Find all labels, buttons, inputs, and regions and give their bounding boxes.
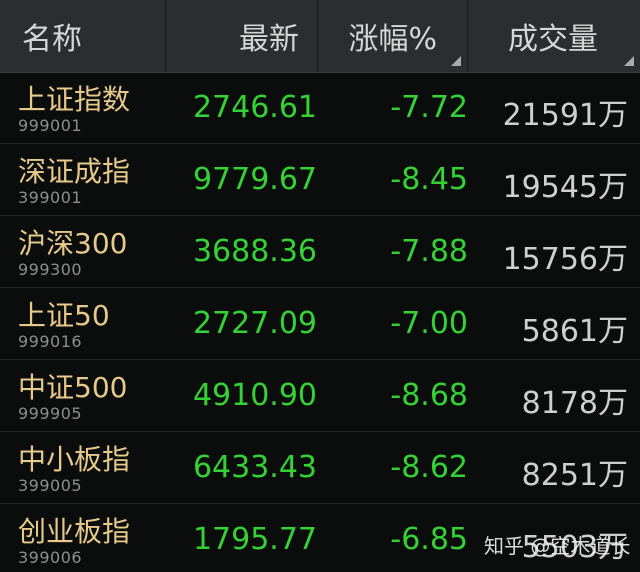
table-header: 名称 最新 涨幅% 成交量 [0, 0, 640, 73]
table-row[interactable]: 创业板指 399006 1795.77 -6.85 5503万 [0, 504, 640, 572]
latest-price: 1795.77 [192, 522, 317, 557]
latest-price: 9779.67 [192, 162, 317, 197]
index-code: 399006 [18, 548, 83, 567]
column-header-volume[interactable]: 成交量 [468, 0, 640, 72]
change-percent: -8.68 [390, 378, 468, 413]
index-code: 999300 [18, 260, 83, 279]
sort-indicator-icon [624, 56, 634, 66]
column-header-name[interactable]: 名称 [0, 0, 166, 72]
index-code: 999016 [18, 332, 83, 351]
column-header-latest-label: 最新 [239, 22, 299, 57]
table-row[interactable]: 深证成指 399001 9779.67 -8.45 19545万 [0, 144, 640, 216]
sort-indicator-icon [451, 56, 461, 66]
watermark: 知乎 @空木道长 [484, 534, 631, 558]
column-header-latest[interactable]: 最新 [166, 0, 318, 72]
index-name: 创业板指 [18, 515, 131, 548]
trade-volume: 5861万 [521, 314, 628, 349]
index-name: 上证指数 [18, 83, 131, 116]
index-code: 399001 [18, 188, 83, 207]
index-code: 999905 [18, 404, 83, 423]
index-code: 999001 [18, 116, 83, 135]
column-header-volume-label: 成交量 [508, 22, 598, 57]
index-name: 中小板指 [18, 443, 131, 476]
table-row[interactable]: 中证500 999905 4910.90 -8.68 8178万 [0, 360, 640, 432]
latest-price: 3688.36 [192, 234, 317, 269]
table-row[interactable]: 中小板指 399005 6433.43 -8.62 8251万 [0, 432, 640, 504]
table-row[interactable]: 沪深300 999300 3688.36 -7.88 15756万 [0, 216, 640, 288]
change-percent: -6.85 [390, 522, 468, 557]
table-row[interactable]: 上证50 999016 2727.09 -7.00 5861万 [0, 288, 640, 360]
index-name: 中证500 [18, 371, 128, 404]
column-header-change-label: 涨幅% [348, 22, 437, 57]
trade-volume: 19545万 [502, 170, 628, 205]
index-code: 399005 [18, 476, 83, 495]
column-header-name-label: 名称 [22, 22, 82, 57]
trade-volume: 8178万 [521, 386, 628, 421]
trade-volume: 21591万 [502, 98, 628, 133]
trade-volume: 5503万 [521, 530, 628, 565]
latest-price: 4910.90 [192, 378, 317, 413]
index-name: 深证成指 [18, 155, 131, 188]
change-percent: -8.45 [390, 162, 468, 197]
column-header-change-pct[interactable]: 涨幅% [318, 0, 468, 72]
change-percent: -7.88 [390, 234, 468, 269]
latest-price: 6433.43 [192, 450, 317, 485]
latest-price: 2727.09 [192, 306, 317, 341]
trade-volume: 15756万 [502, 242, 628, 277]
index-name: 上证50 [18, 299, 110, 332]
latest-price: 2746.61 [192, 90, 317, 125]
trade-volume: 8251万 [521, 458, 628, 493]
change-percent: -7.00 [390, 306, 468, 341]
change-percent: -7.72 [390, 90, 468, 125]
index-name: 沪深300 [18, 227, 128, 260]
change-percent: -8.62 [390, 450, 468, 485]
table-row[interactable]: 上证指数 999001 2746.61 -7.72 21591万 [0, 72, 640, 144]
